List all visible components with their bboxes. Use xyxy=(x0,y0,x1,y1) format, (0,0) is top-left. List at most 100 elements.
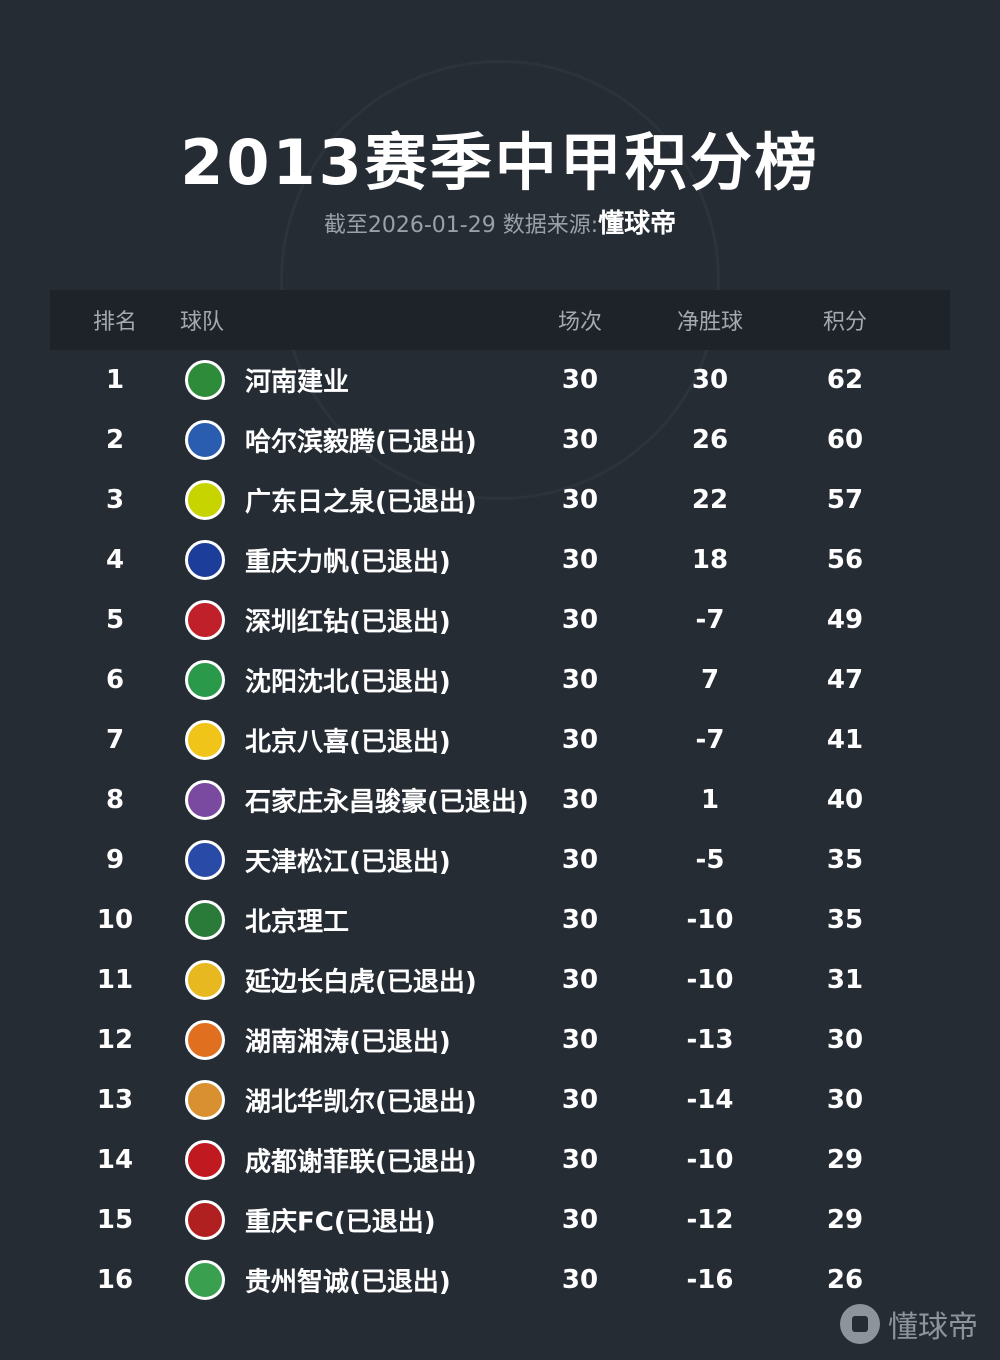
table-row[interactable]: 9 天津松江(已退出) 30 -5 35 xyxy=(50,830,950,890)
team-logo-icon xyxy=(185,1140,225,1180)
played: 30 xyxy=(561,425,599,455)
team-name[interactable]: 延边长白虎(已退出) xyxy=(245,967,477,998)
played: 30 xyxy=(561,845,599,875)
header-rank: 排名 xyxy=(92,310,137,335)
team-name[interactable]: 石家庄永昌骏豪(已退出) xyxy=(245,787,529,818)
team-logo-icon xyxy=(185,660,225,700)
played: 30 xyxy=(561,1205,599,1235)
points: 40 xyxy=(826,785,864,815)
points: 26 xyxy=(826,1265,864,1295)
points: 57 xyxy=(826,485,864,515)
team-name[interactable]: 重庆FC(已退出) xyxy=(245,1207,436,1238)
goal-difference: -16 xyxy=(686,1265,734,1295)
table-row[interactable]: 16 贵州智诚(已退出) 30 -16 26 xyxy=(50,1250,950,1310)
subtitle: 截至2026-01-29 数据来源:懂球帝 xyxy=(0,203,1000,240)
points: 31 xyxy=(826,965,864,995)
played: 30 xyxy=(561,1265,599,1295)
played: 30 xyxy=(561,905,599,935)
team-name[interactable]: 贵州智诚(已退出) xyxy=(245,1267,451,1298)
date-source-label: 截至2026-01-29 数据来源: xyxy=(323,213,599,238)
played: 30 xyxy=(561,365,599,395)
points: 62 xyxy=(826,365,864,395)
points: 41 xyxy=(826,725,864,755)
goal-difference: -14 xyxy=(686,1085,734,1115)
team-name[interactable]: 北京八喜(已退出) xyxy=(245,727,451,758)
rank: 1 xyxy=(105,365,125,395)
goal-difference: 18 xyxy=(691,545,729,575)
rank: 8 xyxy=(105,785,125,815)
points: 47 xyxy=(826,665,864,695)
team-name[interactable]: 成都谢菲联(已退出) xyxy=(245,1147,477,1178)
header-points: 积分 xyxy=(822,310,867,335)
team-logo-icon xyxy=(185,1080,225,1120)
background-circle xyxy=(280,60,720,500)
goal-difference: 26 xyxy=(691,425,729,455)
table-row[interactable]: 13 湖北华凯尔(已退出) 30 -14 30 xyxy=(50,1070,950,1130)
team-logo-icon xyxy=(185,960,225,1000)
team-name[interactable]: 重庆力帆(已退出) xyxy=(245,547,451,578)
header-team: 球队 xyxy=(180,310,225,335)
played: 30 xyxy=(561,1025,599,1055)
table-header: 排名 球队 场次 净胜球 积分 xyxy=(50,290,950,350)
rank: 13 xyxy=(96,1085,134,1115)
table-row[interactable]: 14 成都谢菲联(已退出) 30 -10 29 xyxy=(50,1130,950,1190)
points: 60 xyxy=(826,425,864,455)
table-row[interactable]: 2 哈尔滨毅腾(已退出) 30 26 60 xyxy=(50,410,950,470)
team-logo-icon xyxy=(185,1200,225,1240)
points: 30 xyxy=(826,1025,864,1055)
table-row[interactable]: 12 湖南湘涛(已退出) 30 -13 30 xyxy=(50,1010,950,1070)
team-logo-icon xyxy=(185,1020,225,1060)
rank: 2 xyxy=(105,425,125,455)
team-name[interactable]: 北京理工 xyxy=(245,907,350,938)
points: 29 xyxy=(826,1205,864,1235)
table-row[interactable]: 15 重庆FC(已退出) 30 -12 29 xyxy=(50,1190,950,1250)
table-row[interactable]: 7 北京八喜(已退出) 30 -7 41 xyxy=(50,710,950,770)
team-name[interactable]: 河南建业 xyxy=(245,367,350,398)
team-logo-icon xyxy=(185,420,225,460)
team-name[interactable]: 广东日之泉(已退出) xyxy=(245,487,477,518)
goal-difference: 7 xyxy=(700,665,720,695)
table-row[interactable]: 1 河南建业 30 30 62 xyxy=(50,350,950,410)
rank: 16 xyxy=(96,1265,134,1295)
goal-difference: 1 xyxy=(700,785,720,815)
rank: 7 xyxy=(105,725,125,755)
team-logo-icon xyxy=(185,480,225,520)
team-name[interactable]: 湖南湘涛(已退出) xyxy=(245,1027,451,1058)
team-logo-icon xyxy=(185,600,225,640)
team-name[interactable]: 深圳红钻(已退出) xyxy=(245,607,451,638)
played: 30 xyxy=(561,485,599,515)
table-row[interactable]: 5 深圳红钻(已退出) 30 -7 49 xyxy=(50,590,950,650)
rank: 5 xyxy=(105,605,125,635)
table-row[interactable]: 11 延边长白虎(已退出) 30 -10 31 xyxy=(50,950,950,1010)
team-name[interactable]: 湖北华凯尔(已退出) xyxy=(245,1087,477,1118)
team-logo-icon xyxy=(185,840,225,880)
table-row[interactable]: 10 北京理工 30 -10 35 xyxy=(50,890,950,950)
rank: 12 xyxy=(96,1025,134,1055)
played: 30 xyxy=(561,665,599,695)
team-name[interactable]: 沈阳沈北(已退出) xyxy=(245,667,451,698)
played: 30 xyxy=(561,965,599,995)
rank: 9 xyxy=(105,845,125,875)
points: 35 xyxy=(826,905,864,935)
rank: 6 xyxy=(105,665,125,695)
rank: 3 xyxy=(105,485,125,515)
table-row[interactable]: 4 重庆力帆(已退出) 30 18 56 xyxy=(50,530,950,590)
rank: 14 xyxy=(96,1145,134,1175)
played: 30 xyxy=(561,785,599,815)
goal-difference: 22 xyxy=(691,485,729,515)
team-name[interactable]: 天津松江(已退出) xyxy=(245,847,451,878)
header-played: 场次 xyxy=(557,310,602,335)
table-row[interactable]: 6 沈阳沈北(已退出) 30 7 47 xyxy=(50,650,950,710)
team-logo-icon xyxy=(185,900,225,940)
header-gd: 净胜球 xyxy=(676,310,743,335)
played: 30 xyxy=(561,605,599,635)
watermark-text: 懂球帝 xyxy=(888,1310,978,1345)
rank: 10 xyxy=(96,905,134,935)
football-logo-icon xyxy=(840,1304,880,1344)
table-row[interactable]: 3 广东日之泉(已退出) 30 22 57 xyxy=(50,470,950,530)
team-name[interactable]: 哈尔滨毅腾(已退出) xyxy=(245,427,477,458)
goal-difference: -5 xyxy=(695,845,725,875)
table-row[interactable]: 8 石家庄永昌骏豪(已退出) 30 1 40 xyxy=(50,770,950,830)
points: 29 xyxy=(826,1145,864,1175)
source-name: 懂球帝 xyxy=(598,209,677,239)
